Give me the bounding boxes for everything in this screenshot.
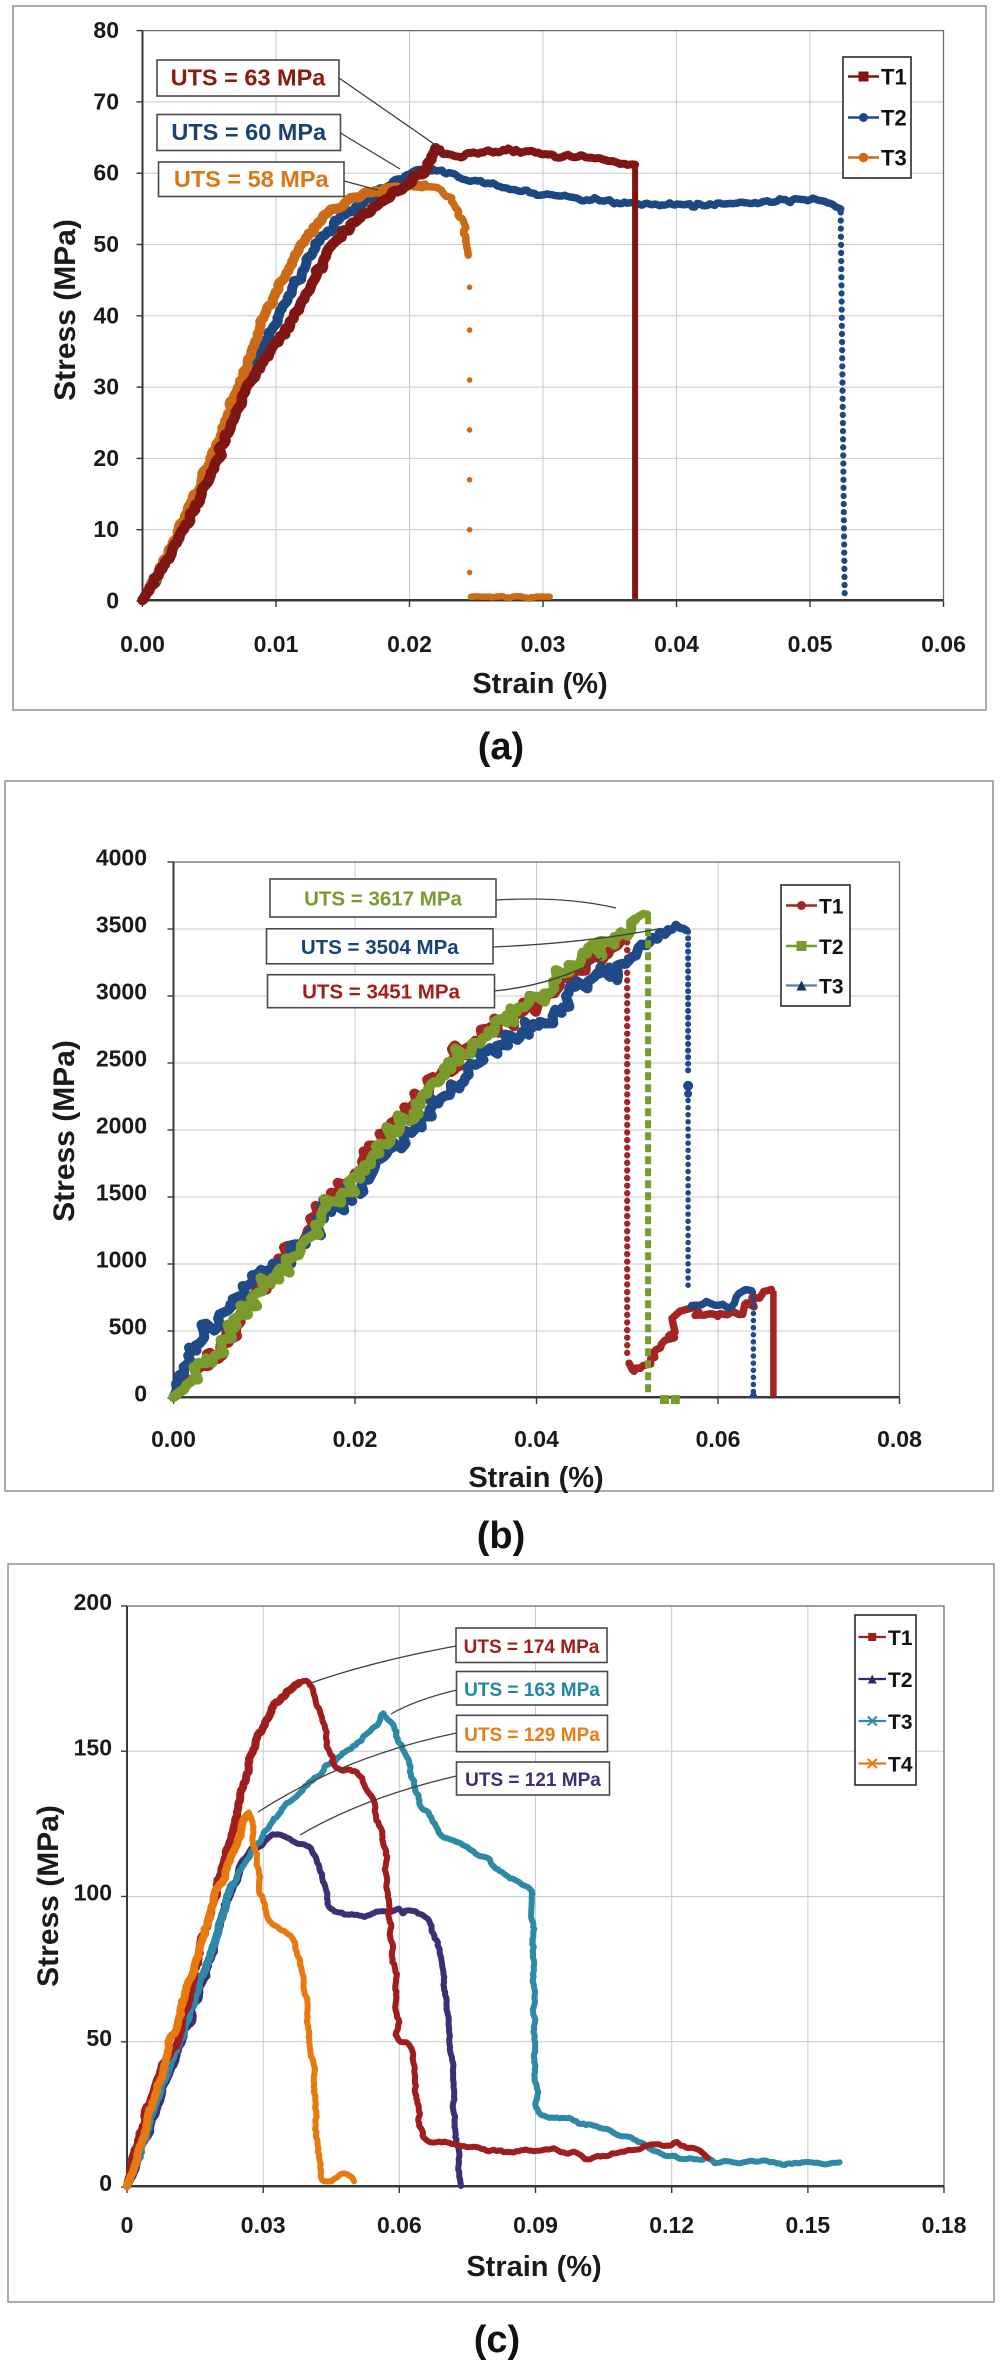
svg-text:T3: T3 xyxy=(881,146,907,171)
svg-text:150: 150 xyxy=(74,1734,112,1760)
svg-text:3000: 3000 xyxy=(96,979,147,1005)
svg-text:50: 50 xyxy=(86,2025,112,2051)
svg-text:100: 100 xyxy=(74,1880,112,1906)
svg-text:0: 0 xyxy=(106,588,119,614)
svg-text:UTS = 58 MPa: UTS = 58 MPa xyxy=(174,166,330,192)
svg-text:0.05: 0.05 xyxy=(788,631,833,657)
svg-text:0.06: 0.06 xyxy=(696,1426,741,1452)
svg-text:T2: T2 xyxy=(819,936,844,959)
svg-text:2500: 2500 xyxy=(96,1046,147,1072)
svg-text:50: 50 xyxy=(93,231,119,257)
svg-text:0.02: 0.02 xyxy=(387,631,432,657)
svg-text:2000: 2000 xyxy=(96,1113,147,1139)
svg-text:(a): (a) xyxy=(478,726,524,768)
svg-text:10: 10 xyxy=(93,516,119,542)
svg-text:60: 60 xyxy=(93,160,119,186)
svg-text:T1: T1 xyxy=(881,65,907,90)
svg-text:0: 0 xyxy=(134,1381,147,1407)
svg-text:0.00: 0.00 xyxy=(151,1426,196,1452)
svg-text:0: 0 xyxy=(99,2170,112,2196)
svg-text:Stress (MPa): Stress (MPa) xyxy=(49,219,82,401)
svg-text:40: 40 xyxy=(93,302,119,328)
svg-text:1500: 1500 xyxy=(96,1180,147,1206)
svg-text:0: 0 xyxy=(121,2212,134,2238)
svg-text:0.06: 0.06 xyxy=(921,631,966,657)
svg-text:4000: 4000 xyxy=(96,845,147,871)
svg-text:20: 20 xyxy=(93,445,119,471)
svg-text:0.09: 0.09 xyxy=(513,2212,558,2238)
svg-text:0.02: 0.02 xyxy=(333,1426,378,1452)
svg-text:Strain (%): Strain (%) xyxy=(472,668,607,700)
svg-text:T3: T3 xyxy=(888,1711,913,1734)
svg-text:500: 500 xyxy=(109,1314,147,1340)
svg-text:T2: T2 xyxy=(881,106,907,131)
svg-text:200: 200 xyxy=(74,1589,112,1615)
svg-text:T1: T1 xyxy=(819,896,844,919)
svg-text:UTS = 60 MPa: UTS = 60 MPa xyxy=(171,119,327,145)
svg-text:UTS = 3617 MPa: UTS = 3617 MPa xyxy=(304,888,462,911)
svg-text:Stress (MPa): Stress (MPa) xyxy=(32,1805,65,1987)
svg-text:0.03: 0.03 xyxy=(521,631,566,657)
svg-text:UTS = 163 MPa: UTS = 163 MPa xyxy=(464,1680,600,1701)
svg-text:3500: 3500 xyxy=(96,912,147,938)
svg-text:(c): (c) xyxy=(474,2319,520,2361)
svg-text:0.12: 0.12 xyxy=(649,2212,694,2238)
svg-text:T2: T2 xyxy=(888,1669,913,1692)
svg-text:0.04: 0.04 xyxy=(514,1426,559,1452)
svg-text:T3: T3 xyxy=(819,976,844,999)
svg-text:0.06: 0.06 xyxy=(377,2212,422,2238)
svg-text:(b): (b) xyxy=(477,1515,526,1557)
svg-text:UTS = 174 MPa: UTS = 174 MPa xyxy=(464,1637,600,1658)
svg-text:80: 80 xyxy=(93,17,119,43)
svg-text:70: 70 xyxy=(93,88,119,114)
svg-text:0.03: 0.03 xyxy=(241,2212,286,2238)
svg-text:1000: 1000 xyxy=(96,1247,147,1273)
svg-text:0.01: 0.01 xyxy=(254,631,299,657)
svg-text:T1: T1 xyxy=(888,1627,913,1650)
svg-text:UTS = 3504 MPa: UTS = 3504 MPa xyxy=(301,936,459,959)
svg-text:Strain (%): Strain (%) xyxy=(468,1462,603,1494)
svg-text:UTS = 121 MPa: UTS = 121 MPa xyxy=(465,1770,601,1791)
svg-text:0.18: 0.18 xyxy=(922,2212,967,2238)
svg-text:0.15: 0.15 xyxy=(785,2212,830,2238)
svg-text:0.08: 0.08 xyxy=(877,1426,922,1452)
svg-text:UTS = 129 MPa: UTS = 129 MPa xyxy=(464,1725,600,1746)
svg-text:Stress (MPa): Stress (MPa) xyxy=(48,1040,81,1222)
svg-text:UTS = 3451 MPa: UTS = 3451 MPa xyxy=(302,981,460,1004)
svg-text:30: 30 xyxy=(93,374,119,400)
svg-text:0.00: 0.00 xyxy=(120,631,165,657)
svg-text:Strain (%): Strain (%) xyxy=(466,2251,601,2283)
svg-text:UTS = 63 MPa: UTS = 63 MPa xyxy=(171,65,327,91)
svg-text:T4: T4 xyxy=(888,1754,913,1777)
svg-text:0.04: 0.04 xyxy=(654,631,699,657)
